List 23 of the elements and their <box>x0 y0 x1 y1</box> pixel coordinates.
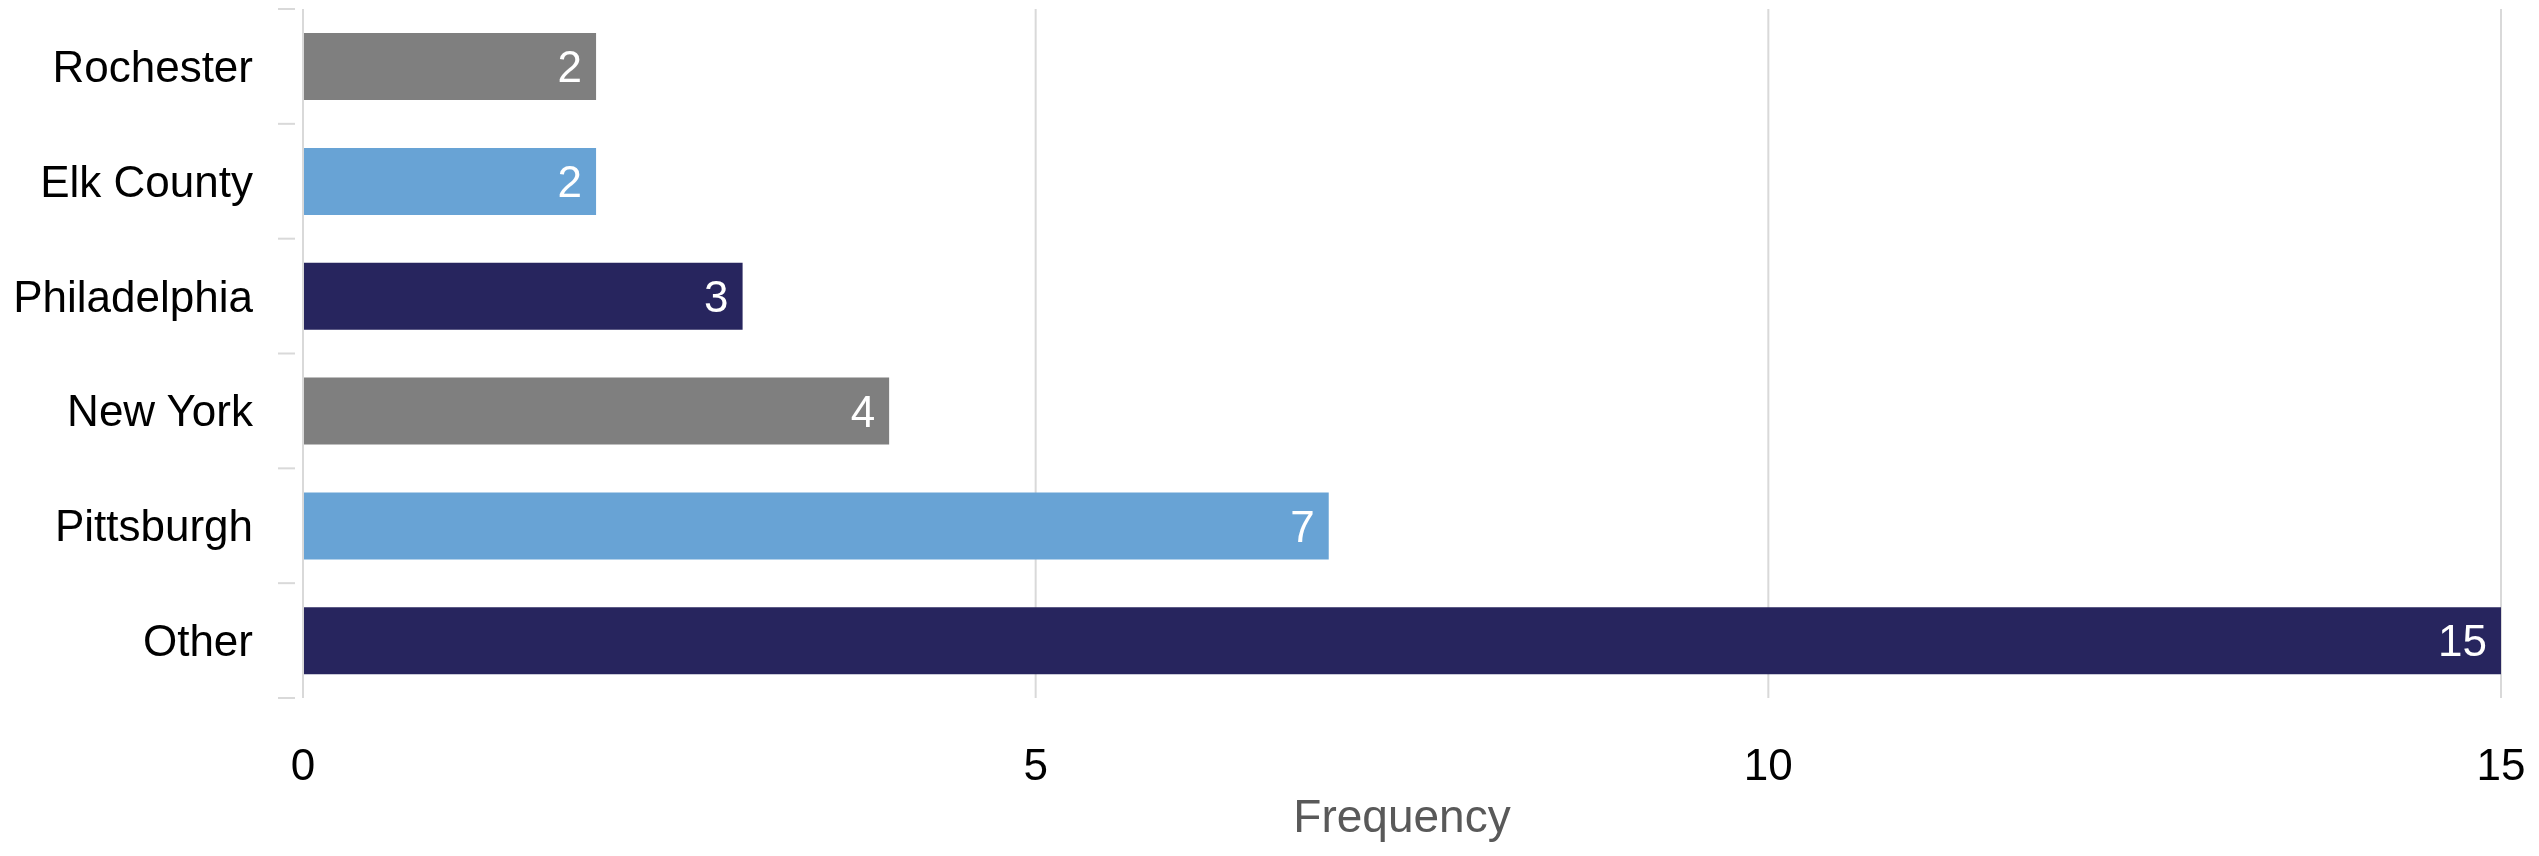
x-axis-title: Frequency <box>1293 790 1511 842</box>
bar <box>303 33 597 101</box>
data-label: 2 <box>557 42 583 92</box>
bar <box>303 492 1329 560</box>
bar <box>303 262 743 330</box>
y-tick-label: Pittsburgh <box>54 501 253 551</box>
bar <box>303 147 597 215</box>
data-label: 3 <box>704 271 729 321</box>
x-tick-label: 5 <box>1023 739 1048 789</box>
y-tick-label: Philadelphia <box>13 271 254 321</box>
x-tick-label: 0 <box>290 739 316 789</box>
data-label: 7 <box>1290 501 1315 551</box>
data-label: 15 <box>2438 616 2487 666</box>
x-tick-label: 15 <box>2476 739 2526 789</box>
y-tick-label: Other <box>142 616 253 666</box>
data-label: 4 <box>850 386 876 436</box>
y-tick-label: Elk County <box>40 156 253 206</box>
y-tick-label: Rochester <box>52 41 253 91</box>
y-tick-label: New York <box>67 386 254 436</box>
x-tick-label: 10 <box>1743 739 1793 789</box>
data-label: 2 <box>557 157 583 207</box>
bar <box>303 607 2501 675</box>
bar <box>303 377 890 445</box>
